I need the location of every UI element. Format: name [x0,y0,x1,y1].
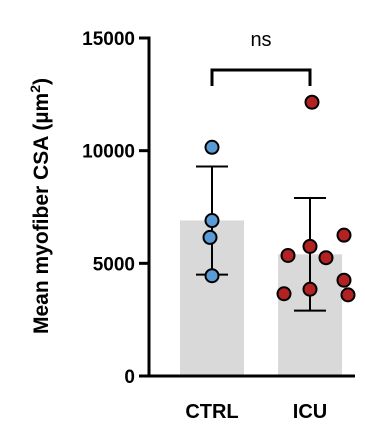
data-point-ctrl [202,229,218,245]
data-point-icu [336,227,352,243]
data-point-icu [302,238,318,254]
x-tick-label: CTRL [185,401,238,423]
y-axis-label-sup: 2 [27,85,43,93]
data-point-icu [336,272,352,288]
y-axis-label: Mean myofiber CSA (µm2) [27,78,53,334]
bars [180,220,342,376]
y-tick-label: 15000 [82,29,135,50]
significance-bracket-line [210,68,312,86]
y-ticks: 0 5000 10000 15000 [82,29,149,388]
data-point-icu [318,250,334,266]
data-point-icu [302,281,318,297]
axes [147,36,355,378]
y-tick-label: 0 [124,367,135,388]
y-tick-label: 10000 [82,142,135,163]
x-tick-label: ICU [293,401,327,423]
data-point-icu [304,94,320,110]
data-point-icu [340,287,356,303]
significance-label: ns [250,29,271,51]
data-point-ctrl [204,213,220,229]
data-points [202,94,356,303]
data-point-icu [276,286,292,302]
y-tick-label: 5000 [93,254,135,275]
data-point-ctrl [204,139,220,155]
x-tick-labels: CTRL ICU [185,401,327,423]
significance-bracket: ns [210,29,312,86]
y-axis-label-main: Mean myofiber CSA (µm [30,93,53,334]
data-point-ctrl [204,268,220,284]
y-axis-label-close: ) [30,78,53,85]
data-point-icu [280,247,296,263]
